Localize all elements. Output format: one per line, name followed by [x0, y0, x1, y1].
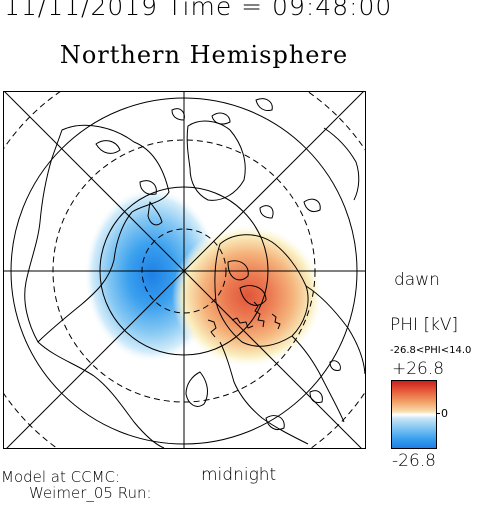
- positive-potential-cell: [172, 224, 324, 368]
- model-label: Model at CCMC:: [1, 468, 121, 486]
- meridian-line: [6, 92, 364, 448]
- colorbar-zero-label: 0: [441, 407, 448, 420]
- colorbar-zero-tick: [436, 413, 440, 414]
- hemisphere-title: Northern Hemisphere: [59, 41, 349, 69]
- colorbar: [391, 380, 437, 449]
- colorbar-min-label: -26.8: [392, 451, 436, 471]
- colorbar-range: -26.8<PHI<14.0: [390, 346, 472, 356]
- polar-map-svg: [4, 92, 365, 448]
- midnight-label: midnight: [201, 465, 277, 485]
- colorbar-title: PHI [kV]: [390, 315, 459, 335]
- run-label: Weimer_05 Run:: [29, 484, 152, 502]
- datetime-header: 11/11/2019 Time = 09:48:00: [4, 0, 393, 21]
- polar-map: [3, 91, 366, 449]
- colorbar-max-label: +26.8: [392, 359, 445, 379]
- coastlines: [24, 98, 365, 448]
- dawn-label: dawn: [394, 270, 440, 290]
